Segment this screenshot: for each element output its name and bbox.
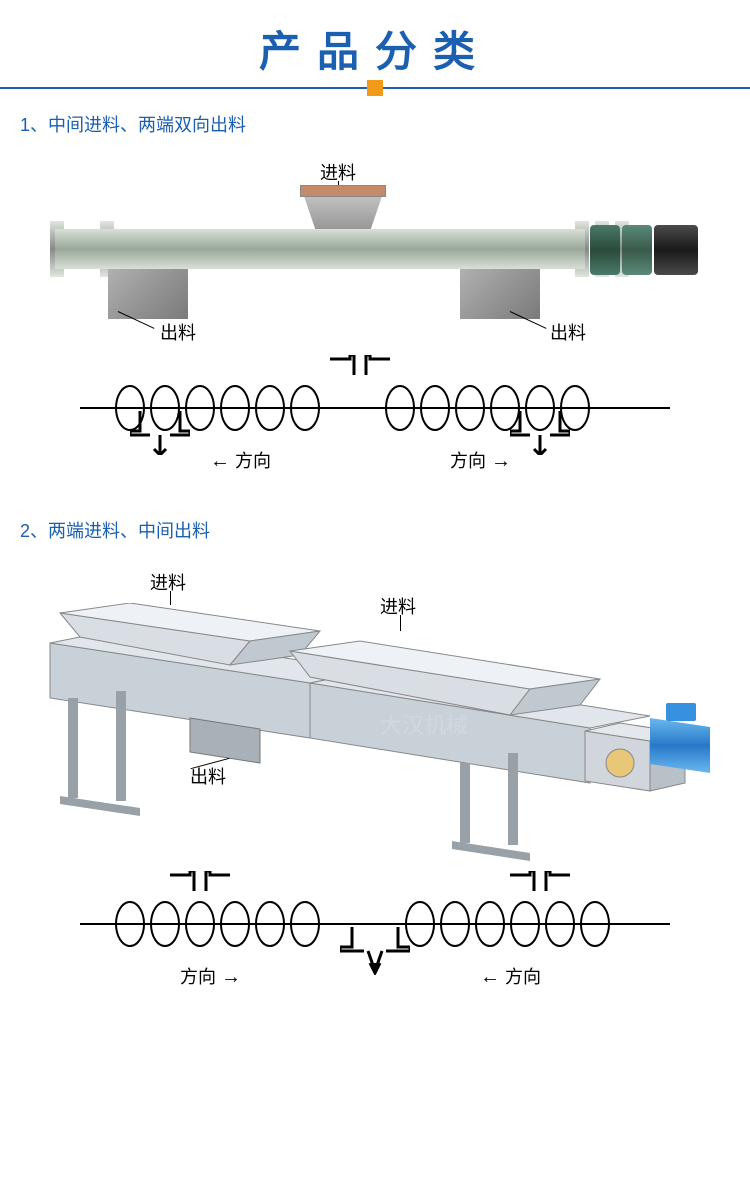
direction-text: 方向 [180, 967, 216, 987]
schematic-feed-right [510, 871, 570, 895]
conveyor-tube [55, 229, 585, 269]
section1-label: 1、中间进料、两端双向出料 [0, 111, 750, 137]
direction-left: 方向 → [180, 963, 241, 989]
outlet-label-left: 出料 [160, 319, 196, 345]
outlet-label-right: 出料 [550, 319, 586, 345]
header-divider [0, 87, 750, 89]
schematic-feed-port [330, 355, 390, 379]
screw-coils-right [400, 901, 630, 947]
direction-left: ← 方向 [210, 447, 271, 473]
product2-image: 进料 进料 [0, 563, 750, 863]
page-title: 产品分类 [259, 18, 491, 79]
arrow-right-icon: → [491, 450, 511, 472]
direction-right: ← 方向 [480, 963, 541, 989]
header: 产品分类 [0, 0, 750, 89]
screw-coils-right [380, 385, 610, 431]
feed-hopper [300, 185, 386, 235]
outlet-right [460, 269, 540, 319]
watermark: 大汉机械 [380, 713, 468, 738]
trough-conveyor: 大汉机械 [30, 603, 710, 863]
outlet-label: 出料 [190, 763, 226, 789]
direction-text: 方向 [450, 451, 486, 471]
arrow-left-icon: ← [480, 966, 500, 988]
schematic-feed-left [170, 871, 230, 895]
direction-text: 方向 [235, 451, 271, 471]
feed-label-left: 进料 [150, 569, 186, 595]
section2-label: 2、两端进料、中间出料 [0, 517, 750, 543]
header-marker [367, 80, 383, 96]
schematic1: ← 方向 方向 → [80, 347, 670, 487]
direction-right: 方向 → [450, 447, 511, 473]
arrow-left-icon: ← [210, 450, 230, 472]
screw-coils-left [110, 901, 340, 947]
arrow-right-icon: → [221, 966, 241, 988]
schematic2: 方向 → ← 方向 [80, 863, 670, 1003]
screw-coils-left [110, 385, 340, 431]
product1-image: 进料 出料 出料 [0, 157, 750, 347]
motor-assembly [590, 225, 710, 275]
direction-text: 方向 [505, 967, 541, 987]
